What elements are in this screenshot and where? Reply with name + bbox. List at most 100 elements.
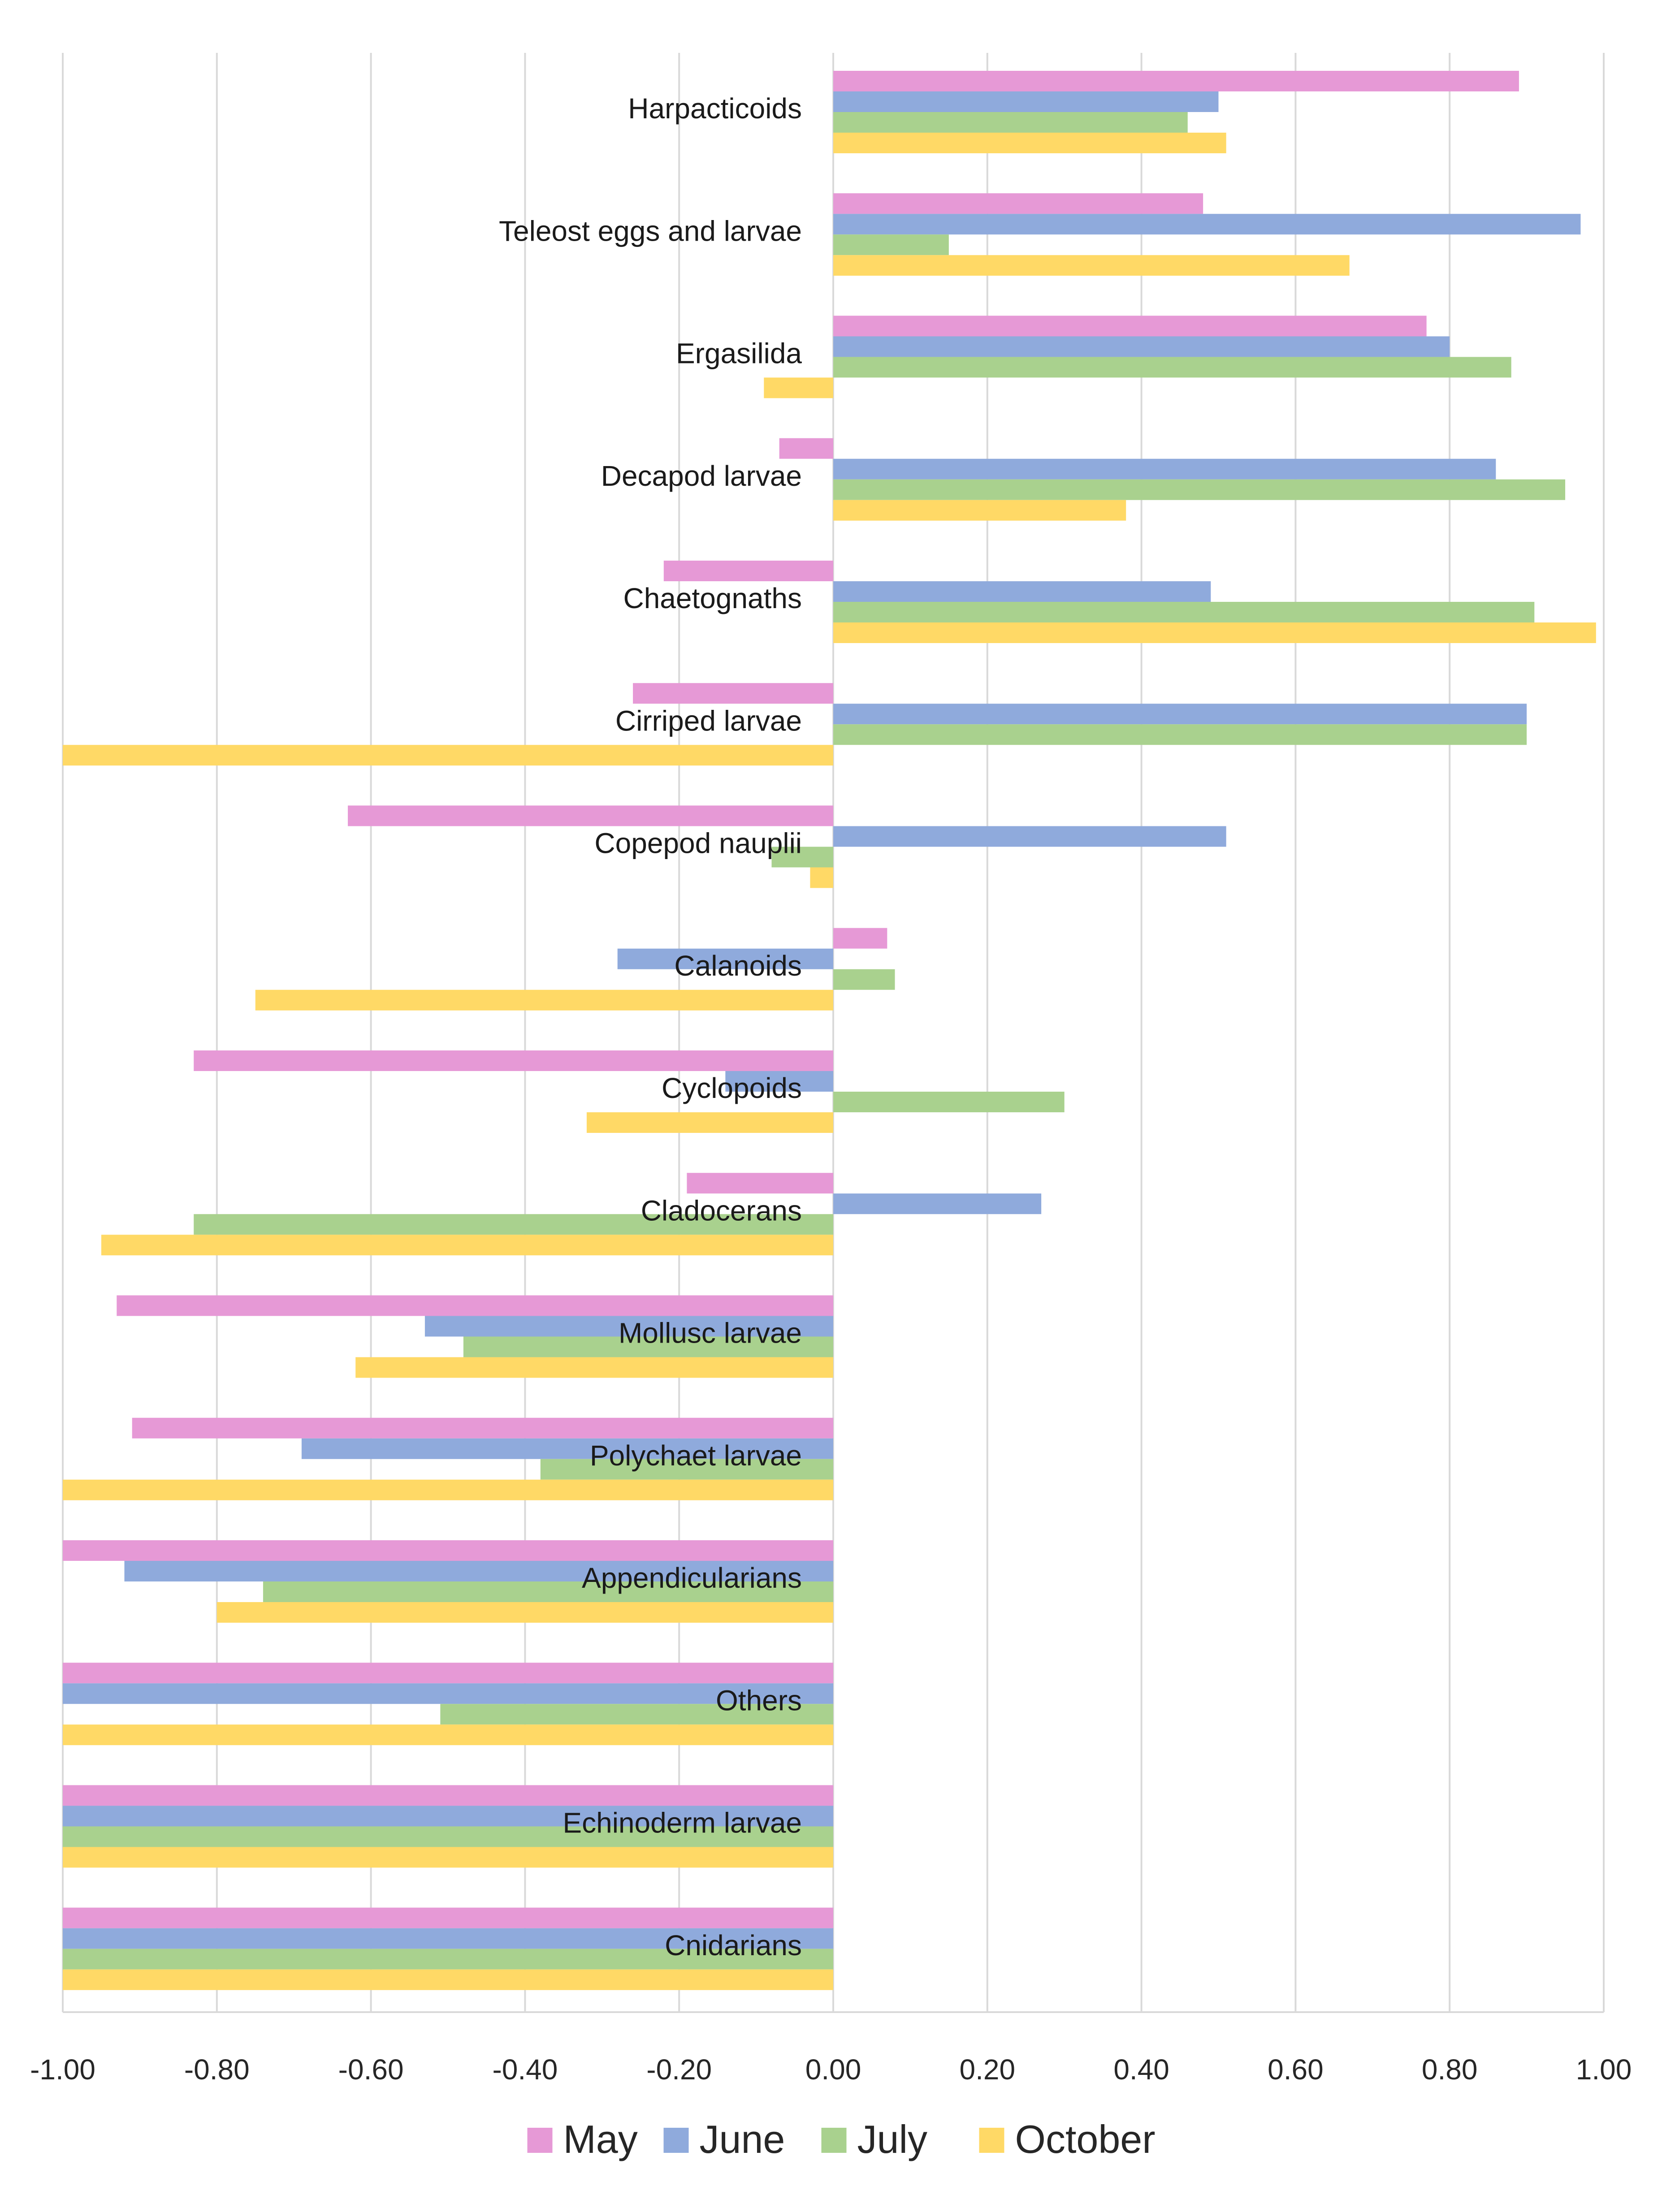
category-label-2: Ergasilida [676, 337, 802, 370]
bar-june-6 [833, 826, 1226, 847]
bar-june-2 [833, 336, 1450, 357]
bar-may-4 [663, 561, 833, 581]
bar-july-2 [833, 357, 1511, 378]
bar-july-11 [540, 1459, 833, 1480]
legend-label-october: October [1015, 2117, 1156, 2161]
category-label-7: Calanoids [674, 950, 802, 982]
legend-swatch-july [821, 2128, 847, 2153]
bar-june-12 [124, 1561, 833, 1581]
x-tick-label-9: 0.80 [1422, 2053, 1478, 2086]
bar-october-2 [764, 377, 833, 398]
bar-may-3 [779, 438, 833, 459]
legend-swatch-may [527, 2128, 553, 2153]
bar-june-1 [833, 214, 1581, 235]
bar-june-11 [301, 1438, 833, 1459]
category-label-8: Cyclopoids [662, 1072, 802, 1104]
bar-june-3 [833, 458, 1496, 480]
bar-july-12 [263, 1581, 834, 1602]
bar-october-3 [833, 500, 1126, 521]
x-tick-label-3: -0.40 [492, 2053, 558, 2086]
bar-october-15 [63, 1969, 833, 1990]
bar-may-1 [833, 193, 1203, 214]
category-label-12: Appendicularians [582, 1562, 802, 1594]
bar-may-15 [63, 1907, 833, 1928]
x-tick-label-1: -0.80 [184, 2053, 250, 2086]
category-label-1: Teleost eggs and larvae [499, 215, 802, 247]
bar-june-9 [833, 1193, 1042, 1214]
bar-may-13 [63, 1663, 833, 1684]
x-tick-label-6: 0.20 [960, 2053, 1016, 2086]
bar-july-0 [833, 112, 1188, 133]
bar-july-1 [833, 234, 949, 255]
x-tick-label-7: 0.40 [1113, 2053, 1169, 2086]
bar-june-5 [833, 704, 1527, 725]
category-label-14: Echinoderm larvae [563, 1807, 802, 1839]
gridlines [62, 53, 1605, 2012]
bar-june-4 [833, 581, 1211, 602]
category-label-5: Cirriped larvae [615, 704, 802, 737]
bar-july-5 [833, 724, 1527, 745]
x-tick-label-4: -0.20 [646, 2053, 712, 2086]
legend: May June July October [527, 2117, 1156, 2161]
legend-label-may: May [563, 2117, 638, 2161]
bar-june-14 [63, 1806, 833, 1827]
bar-october-13 [63, 1724, 833, 1745]
bar-may-6 [348, 805, 833, 826]
bar-june-7 [617, 948, 833, 969]
bar-may-12 [63, 1540, 833, 1561]
bar-october-1 [833, 255, 1350, 276]
bar-july-13 [440, 1704, 833, 1725]
bar-october-10 [355, 1357, 833, 1378]
bar-october-6 [810, 867, 833, 888]
bar-october-7 [255, 989, 833, 1011]
bar-october-9 [101, 1235, 834, 1256]
category-label-10: Mollusc larvae [619, 1317, 802, 1349]
bar-july-4 [833, 602, 1535, 622]
legend-swatch-june [663, 2128, 689, 2153]
bar-july-6 [771, 847, 833, 868]
category-label-13: Others [716, 1684, 802, 1716]
bar-may-14 [63, 1785, 833, 1806]
category-label-4: Chaetognaths [623, 582, 802, 614]
bar-may-5 [633, 683, 833, 704]
bar-july-3 [833, 479, 1566, 500]
bar-july-8 [833, 1092, 1065, 1112]
category-labels: Harpacticoids Teleost eggs and larvae Erga… [499, 92, 802, 1961]
bar-june-8 [725, 1071, 833, 1092]
x-axis: -1.00 -0.80 -0.60 -0.40 -0.20 0.00 0.20 0.40 0.6… [30, 2011, 1632, 2086]
bar-may-0 [833, 71, 1519, 91]
bar-october-14 [63, 1847, 833, 1868]
bar-may-10 [117, 1295, 834, 1316]
bar-may-11 [132, 1417, 834, 1439]
x-tick-label-8: 0.60 [1268, 2053, 1324, 2086]
category-label-0: Harpacticoids [628, 92, 802, 125]
x-tick-label-5: 0.00 [805, 2053, 861, 2086]
category-label-6: Copepod nauplii [594, 827, 802, 860]
bar-october-12 [216, 1602, 833, 1623]
category-label-11: Polychaet larvae [590, 1439, 802, 1472]
category-label-3: Decapod larvae [601, 460, 802, 492]
bar-july-7 [833, 969, 895, 990]
legend-swatch-october [979, 2128, 1004, 2153]
category-label-15: Cnidarians [665, 1929, 802, 1961]
x-tick-label-0: -1.00 [30, 2053, 95, 2086]
bar-october-5 [63, 745, 833, 766]
bar-may-8 [194, 1050, 834, 1071]
bar-may-9 [687, 1173, 833, 1194]
bar-july-9 [194, 1214, 834, 1235]
bar-june-0 [833, 91, 1219, 112]
x-tick-label-10: 1.00 [1576, 2053, 1632, 2086]
bar-may-2 [833, 315, 1427, 337]
bar-july-10 [463, 1336, 833, 1357]
bar-june-13 [63, 1683, 833, 1704]
bar-june-10 [424, 1316, 833, 1337]
bar-july-14 [63, 1826, 833, 1847]
bars [63, 71, 1596, 1990]
bar-july-15 [63, 1948, 833, 1970]
bar-october-8 [586, 1112, 833, 1133]
legend-label-july: July [857, 2117, 928, 2161]
bar-october-11 [63, 1479, 833, 1500]
bar-june-15 [63, 1928, 833, 1949]
